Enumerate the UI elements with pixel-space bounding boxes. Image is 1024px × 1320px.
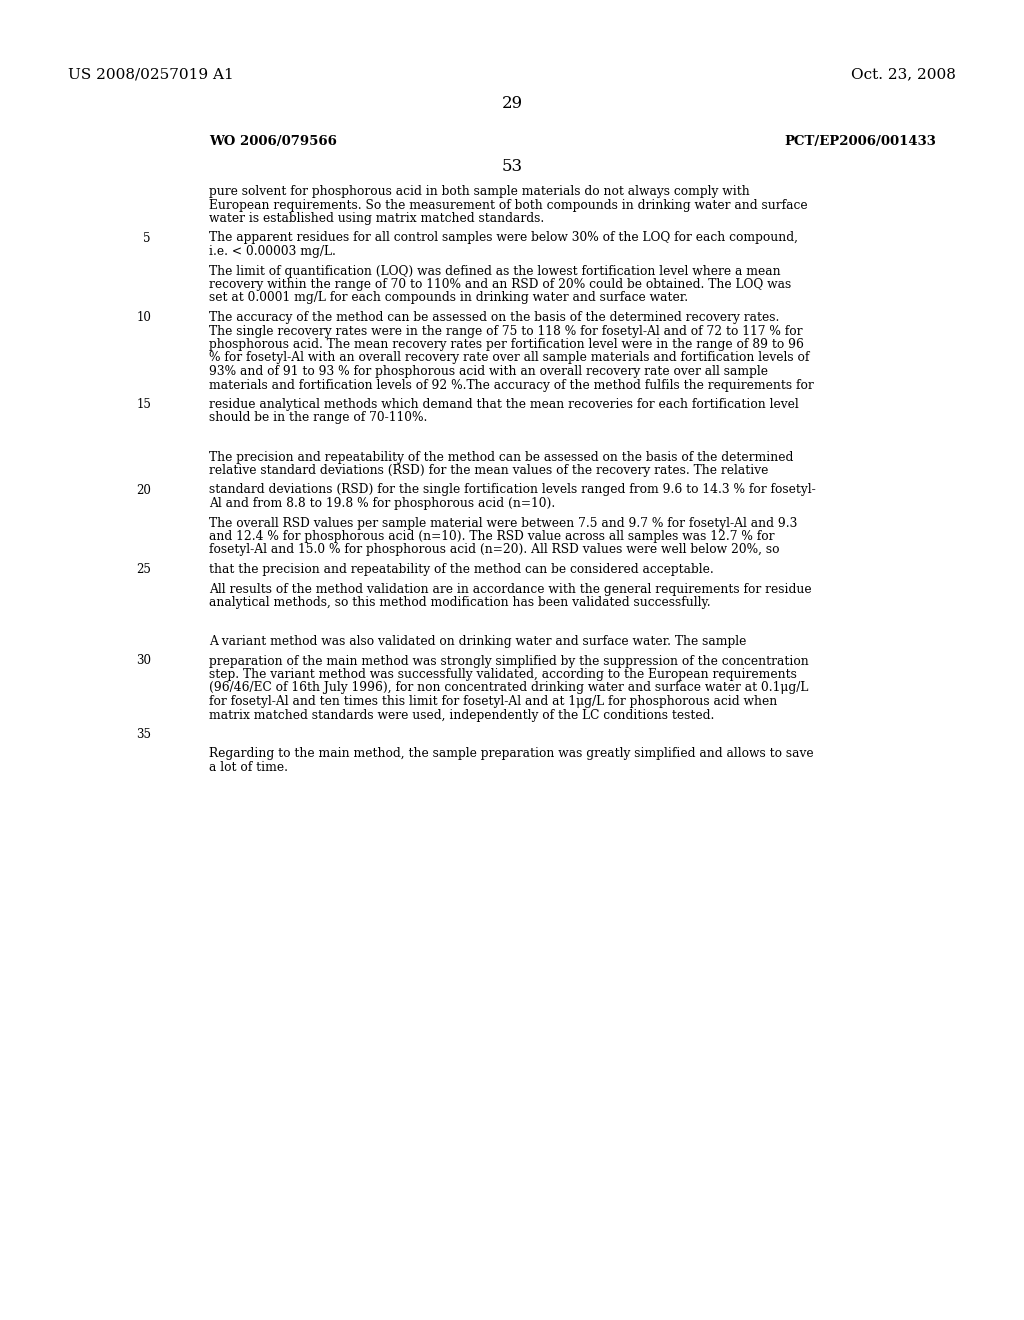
Text: for fosetyl-Al and ten times this limit for fosetyl-Al and at 1μg/L for phosphor: for fosetyl-Al and ten times this limit … bbox=[209, 696, 777, 708]
Text: materials and fortification levels of 92 %.The accuracy of the method fulfils th: materials and fortification levels of 92… bbox=[209, 379, 814, 392]
Text: fosetyl-Al and 15.0 % for phosphorous acid (n=20). All RSD values were well belo: fosetyl-Al and 15.0 % for phosphorous ac… bbox=[209, 544, 779, 557]
Text: Al and from 8.8 to 19.8 % for phosphorous acid (n=10).: Al and from 8.8 to 19.8 % for phosphorou… bbox=[209, 498, 555, 510]
Text: phosphorous acid. The mean recovery rates per fortification level were in the ra: phosphorous acid. The mean recovery rate… bbox=[209, 338, 804, 351]
Text: Regarding to the main method, the sample preparation was greatly simplified and : Regarding to the main method, the sample… bbox=[209, 747, 814, 760]
Text: preparation of the main method was strongly simplified by the suppression of the: preparation of the main method was stron… bbox=[209, 655, 809, 668]
Text: The accuracy of the method can be assessed on the basis of the determined recove: The accuracy of the method can be assess… bbox=[209, 312, 779, 323]
Text: should be in the range of 70-110%.: should be in the range of 70-110%. bbox=[209, 412, 427, 425]
Text: water is established using matrix matched standards.: water is established using matrix matche… bbox=[209, 213, 544, 224]
Text: matrix matched standards were used, independently of the LC conditions tested.: matrix matched standards were used, inde… bbox=[209, 709, 715, 722]
Text: 15: 15 bbox=[136, 399, 151, 411]
Text: step. The variant method was successfully validated, according to the European r: step. The variant method was successfull… bbox=[209, 668, 797, 681]
Text: 20: 20 bbox=[136, 483, 151, 496]
Text: WO 2006/079566: WO 2006/079566 bbox=[209, 135, 337, 148]
Text: (96/46/EC of 16th July 1996), for non concentrated drinking water and surface wa: (96/46/EC of 16th July 1996), for non co… bbox=[209, 681, 808, 694]
Text: i.e. < 0.00003 mg/L.: i.e. < 0.00003 mg/L. bbox=[209, 246, 336, 257]
Text: % for fosetyl-Al with an overall recovery rate over all sample materials and for: % for fosetyl-Al with an overall recover… bbox=[209, 351, 809, 364]
Text: The limit of quantification (LOQ) was defined as the lowest fortification level : The limit of quantification (LOQ) was de… bbox=[209, 264, 780, 277]
Text: PCT/EP2006/001433: PCT/EP2006/001433 bbox=[784, 135, 936, 148]
Text: 25: 25 bbox=[136, 564, 151, 576]
Text: 5: 5 bbox=[143, 231, 151, 244]
Text: US 2008/0257019 A1: US 2008/0257019 A1 bbox=[68, 67, 233, 81]
Text: standard deviations (RSD) for the single fortification levels ranged from 9.6 to: standard deviations (RSD) for the single… bbox=[209, 483, 816, 496]
Text: analytical methods, so this method modification has been validated successfully.: analytical methods, so this method modif… bbox=[209, 597, 711, 609]
Text: European requirements. So the measurement of both compounds in drinking water an: European requirements. So the measuremen… bbox=[209, 198, 808, 211]
Text: relative standard deviations (RSD) for the mean values of the recovery rates. Th: relative standard deviations (RSD) for t… bbox=[209, 465, 768, 477]
Text: set at 0.0001 mg/L for each compounds in drinking water and surface water.: set at 0.0001 mg/L for each compounds in… bbox=[209, 292, 688, 305]
Text: residue analytical methods which demand that the mean recoveries for each fortif: residue analytical methods which demand … bbox=[209, 399, 799, 411]
Text: 29: 29 bbox=[502, 95, 522, 112]
Text: 10: 10 bbox=[136, 312, 151, 323]
Text: The precision and repeatability of the method can be assessed on the basis of th: The precision and repeatability of the m… bbox=[209, 450, 794, 463]
Text: pure solvent for phosphorous acid in both sample materials do not always comply : pure solvent for phosphorous acid in bot… bbox=[209, 185, 750, 198]
Text: a lot of time.: a lot of time. bbox=[209, 762, 288, 774]
Text: The apparent residues for all control samples were below 30% of the LOQ for each: The apparent residues for all control sa… bbox=[209, 231, 798, 244]
Text: and 12.4 % for phosphorous acid (n=10). The RSD value across all samples was 12.: and 12.4 % for phosphorous acid (n=10). … bbox=[209, 531, 774, 543]
Text: A variant method was also validated on drinking water and surface water. The sam: A variant method was also validated on d… bbox=[209, 635, 746, 648]
Text: The single recovery rates were in the range of 75 to 118 % for fosetyl-Al and of: The single recovery rates were in the ra… bbox=[209, 325, 803, 338]
Text: 53: 53 bbox=[502, 158, 522, 176]
Text: The overall RSD values per sample material were between 7.5 and 9.7 % for fosety: The overall RSD values per sample materi… bbox=[209, 516, 798, 529]
Text: All results of the method validation are in accordance with the general requirem: All results of the method validation are… bbox=[209, 582, 812, 595]
Text: 30: 30 bbox=[136, 655, 151, 668]
Text: that the precision and repeatability of the method can be considered acceptable.: that the precision and repeatability of … bbox=[209, 564, 714, 576]
Text: Oct. 23, 2008: Oct. 23, 2008 bbox=[851, 67, 956, 81]
Text: 35: 35 bbox=[136, 729, 151, 741]
Text: 93% and of 91 to 93 % for phosphorous acid with an overall recovery rate over al: 93% and of 91 to 93 % for phosphorous ac… bbox=[209, 366, 768, 378]
Text: recovery within the range of 70 to 110% and an RSD of 20% could be obtained. The: recovery within the range of 70 to 110% … bbox=[209, 279, 792, 290]
